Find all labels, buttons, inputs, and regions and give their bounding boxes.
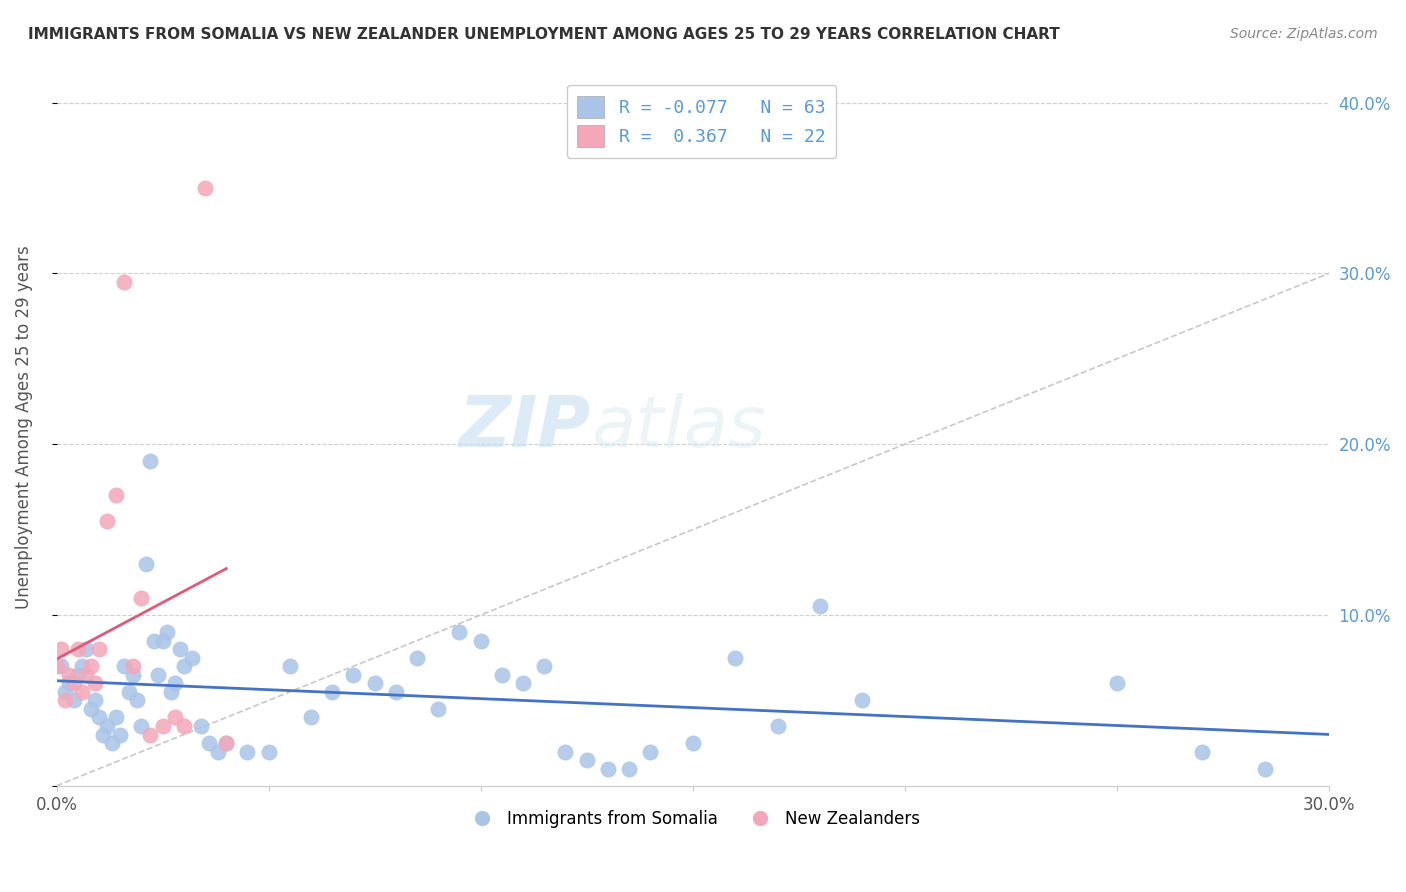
Point xyxy=(135,557,157,571)
Text: ZIP: ZIP xyxy=(458,392,591,462)
Point xyxy=(682,736,704,750)
Point xyxy=(87,642,110,657)
Point xyxy=(427,702,450,716)
Text: IMMIGRANTS FROM SOMALIA VS NEW ZEALANDER UNEMPLOYMENT AMONG AGES 25 TO 29 YEARS : IMMIGRANTS FROM SOMALIA VS NEW ZEALANDER… xyxy=(28,27,1060,42)
Point xyxy=(554,745,576,759)
Point xyxy=(96,719,118,733)
Point xyxy=(104,488,127,502)
Point xyxy=(257,745,280,759)
Point xyxy=(278,659,301,673)
Point xyxy=(385,685,408,699)
Point xyxy=(173,659,195,673)
Point xyxy=(512,676,534,690)
Point xyxy=(53,693,76,707)
Point xyxy=(173,719,195,733)
Point xyxy=(1254,762,1277,776)
Point xyxy=(79,702,101,716)
Point xyxy=(766,719,789,733)
Point xyxy=(215,736,238,750)
Point xyxy=(160,685,183,699)
Point xyxy=(114,275,136,289)
Point xyxy=(165,676,187,690)
Point xyxy=(87,710,110,724)
Point xyxy=(139,727,162,741)
Point xyxy=(207,745,229,759)
Point xyxy=(299,710,322,724)
Point xyxy=(139,454,162,468)
Point xyxy=(62,676,84,690)
Point xyxy=(363,676,385,690)
Point xyxy=(491,667,513,681)
Point xyxy=(122,667,145,681)
Point xyxy=(190,719,212,733)
Point xyxy=(808,599,831,614)
Point xyxy=(104,710,127,724)
Point xyxy=(118,685,141,699)
Point xyxy=(131,591,153,605)
Point xyxy=(66,667,89,681)
Point xyxy=(236,745,259,759)
Point xyxy=(114,659,136,673)
Text: Source: ZipAtlas.com: Source: ZipAtlas.com xyxy=(1230,27,1378,41)
Point xyxy=(79,659,101,673)
Point xyxy=(58,667,80,681)
Point xyxy=(194,181,217,195)
Y-axis label: Unemployment Among Ages 25 to 29 years: Unemployment Among Ages 25 to 29 years xyxy=(15,245,32,609)
Point xyxy=(143,633,166,648)
Point xyxy=(96,514,118,528)
Point xyxy=(165,710,187,724)
Point xyxy=(83,693,105,707)
Point xyxy=(75,642,97,657)
Point xyxy=(53,685,76,699)
Point xyxy=(45,659,67,673)
Point xyxy=(110,727,132,741)
Point xyxy=(215,736,238,750)
Point xyxy=(83,676,105,690)
Point xyxy=(198,736,221,750)
Point xyxy=(100,736,122,750)
Point xyxy=(169,642,191,657)
Point xyxy=(131,719,153,733)
Point xyxy=(449,625,471,640)
Point xyxy=(49,659,72,673)
Point xyxy=(1191,745,1213,759)
Point xyxy=(70,685,93,699)
Point xyxy=(127,693,149,707)
Point xyxy=(91,727,114,741)
Point xyxy=(851,693,873,707)
Point xyxy=(62,693,84,707)
Point xyxy=(122,659,145,673)
Point xyxy=(406,650,429,665)
Point xyxy=(49,642,72,657)
Point xyxy=(58,676,80,690)
Point xyxy=(75,667,97,681)
Point xyxy=(152,633,174,648)
Point xyxy=(342,667,364,681)
Point xyxy=(724,650,747,665)
Point xyxy=(533,659,555,673)
Point xyxy=(1105,676,1128,690)
Point xyxy=(156,625,179,640)
Point xyxy=(70,659,93,673)
Point xyxy=(640,745,662,759)
Point xyxy=(321,685,343,699)
Point xyxy=(181,650,204,665)
Point xyxy=(66,642,89,657)
Legend: Immigrants from Somalia, New Zealanders: Immigrants from Somalia, New Zealanders xyxy=(458,804,927,835)
Point xyxy=(152,719,174,733)
Point xyxy=(596,762,619,776)
Text: atlas: atlas xyxy=(591,392,765,462)
Point xyxy=(148,667,170,681)
Point xyxy=(470,633,492,648)
Point xyxy=(575,753,598,767)
Point xyxy=(617,762,640,776)
